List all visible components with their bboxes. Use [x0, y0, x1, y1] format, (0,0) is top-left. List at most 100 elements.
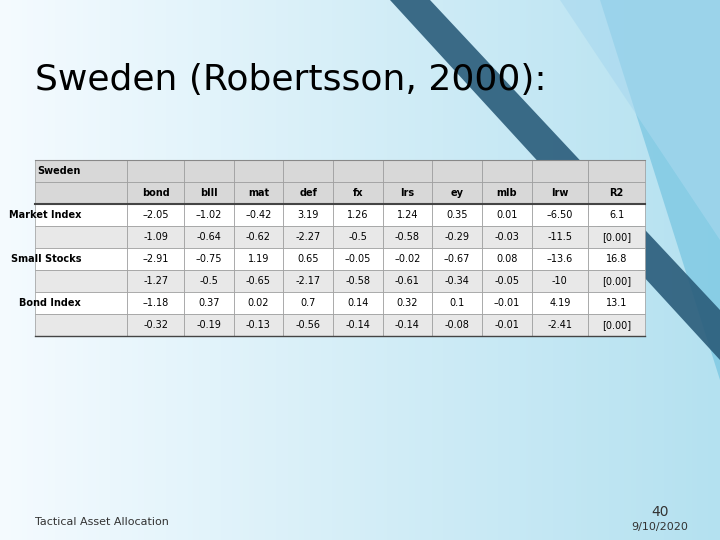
- Text: 0.08: 0.08: [496, 254, 518, 264]
- Bar: [382, 182, 432, 204]
- Text: -0.34: -0.34: [444, 276, 469, 286]
- Bar: [588, 182, 645, 204]
- Bar: [35, 292, 127, 314]
- Bar: [531, 314, 588, 336]
- Text: -2.41: -2.41: [547, 320, 572, 330]
- Bar: [432, 182, 482, 204]
- Bar: [531, 182, 588, 204]
- Text: -1.27: -1.27: [143, 276, 168, 286]
- Text: -0.64: -0.64: [197, 232, 221, 242]
- Text: mlb: mlb: [496, 188, 517, 198]
- Bar: [184, 292, 233, 314]
- Text: 3.19: 3.19: [297, 210, 319, 220]
- Bar: [35, 248, 127, 270]
- Text: -0.14: -0.14: [395, 320, 420, 330]
- Bar: [333, 248, 382, 270]
- Bar: [127, 314, 184, 336]
- Bar: [283, 248, 333, 270]
- Text: -0.58: -0.58: [345, 276, 370, 286]
- Bar: [184, 182, 233, 204]
- Text: –0.01: –0.01: [494, 298, 520, 308]
- Bar: [432, 160, 482, 182]
- Bar: [432, 270, 482, 292]
- Text: Market Index: Market Index: [9, 210, 81, 220]
- Text: [0.00]: [0.00]: [602, 320, 631, 330]
- Text: –0.42: –0.42: [246, 210, 271, 220]
- Bar: [233, 314, 283, 336]
- Text: -0.61: -0.61: [395, 276, 420, 286]
- Bar: [382, 292, 432, 314]
- Bar: [333, 226, 382, 248]
- Text: -0.03: -0.03: [494, 232, 519, 242]
- Text: mat: mat: [248, 188, 269, 198]
- Bar: [127, 270, 184, 292]
- Bar: [35, 160, 127, 182]
- Text: -0.62: -0.62: [246, 232, 271, 242]
- Bar: [333, 270, 382, 292]
- Bar: [333, 292, 382, 314]
- Bar: [531, 292, 588, 314]
- Bar: [382, 204, 432, 226]
- Text: –2.05: –2.05: [143, 210, 168, 220]
- Bar: [482, 226, 531, 248]
- Text: Sweden (Robertsson, 2000):: Sweden (Robertsson, 2000):: [35, 63, 546, 97]
- Text: [0.00]: [0.00]: [602, 276, 631, 286]
- Bar: [333, 314, 382, 336]
- Bar: [35, 204, 127, 226]
- Text: -1.09: -1.09: [143, 232, 168, 242]
- Text: fx: fx: [353, 188, 363, 198]
- Bar: [35, 270, 127, 292]
- Text: -2.17: -2.17: [295, 276, 320, 286]
- Bar: [432, 226, 482, 248]
- Bar: [432, 292, 482, 314]
- Bar: [588, 292, 645, 314]
- Bar: [35, 226, 127, 248]
- Bar: [482, 270, 531, 292]
- Bar: [233, 292, 283, 314]
- Text: Sweden: Sweden: [37, 166, 81, 176]
- Text: 0.35: 0.35: [446, 210, 468, 220]
- Bar: [588, 314, 645, 336]
- Bar: [588, 160, 645, 182]
- Text: 0.01: 0.01: [496, 210, 518, 220]
- Text: 0.32: 0.32: [397, 298, 418, 308]
- Bar: [482, 182, 531, 204]
- Text: 1.24: 1.24: [397, 210, 418, 220]
- Text: 4.19: 4.19: [549, 298, 570, 308]
- Text: -0.05: -0.05: [494, 276, 519, 286]
- Bar: [127, 182, 184, 204]
- Text: 6.1: 6.1: [609, 210, 624, 220]
- Bar: [283, 182, 333, 204]
- Text: –6.50: –6.50: [546, 210, 573, 220]
- Bar: [531, 160, 588, 182]
- Text: –1.18: –1.18: [143, 298, 168, 308]
- Text: 1.26: 1.26: [347, 210, 369, 220]
- Text: 40: 40: [652, 505, 669, 519]
- Bar: [482, 248, 531, 270]
- Text: Bond Index: Bond Index: [19, 298, 81, 308]
- Bar: [184, 314, 233, 336]
- Bar: [127, 204, 184, 226]
- Bar: [184, 270, 233, 292]
- Text: 0.02: 0.02: [248, 298, 269, 308]
- Text: blll: blll: [200, 188, 217, 198]
- Text: –1.02: –1.02: [196, 210, 222, 220]
- Bar: [184, 204, 233, 226]
- Text: –0.05: –0.05: [345, 254, 371, 264]
- Text: –0.67: –0.67: [444, 254, 470, 264]
- Bar: [382, 270, 432, 292]
- Bar: [283, 226, 333, 248]
- Text: def: def: [299, 188, 317, 198]
- Bar: [184, 248, 233, 270]
- Text: ey: ey: [451, 188, 464, 198]
- Text: 0.65: 0.65: [297, 254, 319, 264]
- Bar: [382, 248, 432, 270]
- Bar: [531, 204, 588, 226]
- Text: R2: R2: [610, 188, 624, 198]
- Bar: [233, 270, 283, 292]
- Bar: [184, 160, 233, 182]
- Bar: [382, 226, 432, 248]
- Text: –13.6: –13.6: [546, 254, 573, 264]
- Bar: [482, 292, 531, 314]
- Text: -10: -10: [552, 276, 568, 286]
